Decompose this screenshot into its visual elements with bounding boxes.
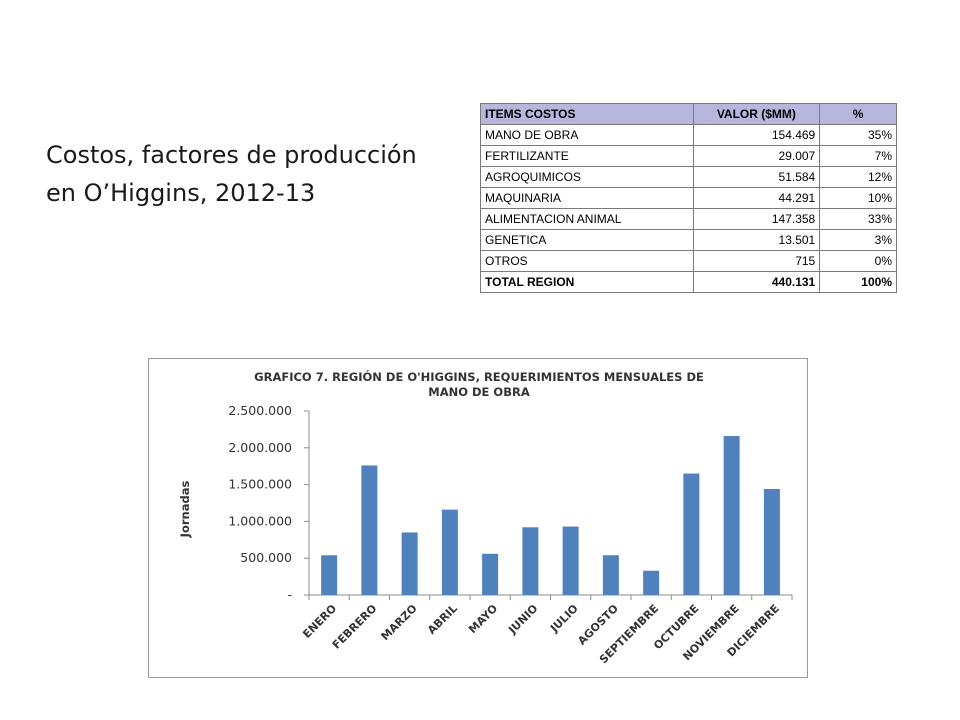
bar: [441, 509, 458, 595]
chart-title-line-1: GRAFICO 7. REGIÓN DE O'HIGGINS, REQUERIM…: [254, 369, 704, 384]
table-total-row: TOTAL REGION 440.131 100%: [480, 271, 897, 293]
total-valor: 440.131: [692, 271, 821, 293]
row-pct: 3%: [819, 229, 897, 251]
row-item: MAQUINARIA: [480, 187, 694, 209]
table-row: OTROS 715 0%: [480, 250, 897, 272]
x-tick-label: JULIO: [547, 602, 581, 636]
table-row: MANO DE OBRA 154.469 35%: [480, 124, 897, 146]
bar: [602, 555, 619, 595]
y-tick-label: 500.000: [240, 550, 292, 565]
bar: [643, 570, 660, 595]
bar: [522, 527, 539, 595]
x-tick-label: JUNIO: [505, 602, 540, 637]
bar: [321, 555, 338, 595]
row-valor: 44.291: [692, 187, 821, 209]
table-row: AGROQUIMICOS 51.584 12%: [480, 166, 897, 188]
slide-title: Costos, factores de producción en O’Higg…: [46, 136, 436, 212]
row-item: OTROS: [480, 250, 694, 272]
y-tick-label: 2.500.000: [228, 403, 292, 418]
row-pct: 10%: [819, 187, 897, 209]
table-row: ALIMENTACION ANIMAL 147.358 33%: [480, 208, 897, 230]
y-tick-label: 1.000.000: [228, 513, 292, 528]
table-row: GENETICA 13.501 3%: [480, 229, 897, 251]
header-items-costos: ITEMS COSTOS: [480, 103, 694, 125]
bar-chart: GRAFICO 7. REGIÓN DE O'HIGGINS, REQUERIM…: [178, 369, 793, 666]
y-axis-label: Jornadas: [178, 481, 192, 539]
bar: [361, 465, 378, 595]
bar: [763, 489, 780, 595]
total-item: TOTAL REGION: [480, 271, 694, 293]
chart-frame: GRAFICO 7. REGIÓN DE O'HIGGINS, REQUERIM…: [148, 358, 808, 678]
row-item: ALIMENTACION ANIMAL: [480, 208, 694, 230]
row-pct: 12%: [819, 166, 897, 188]
slide-title-line-1: Costos, factores de producción: [46, 141, 417, 169]
row-pct: 0%: [819, 250, 897, 272]
row-item: MANO DE OBRA: [480, 124, 694, 146]
row-pct: 33%: [819, 208, 897, 230]
row-valor: 51.584: [692, 166, 821, 188]
bar: [683, 473, 700, 595]
bar: [723, 436, 740, 595]
chart-title-line-2: MANO DE OBRA: [428, 385, 530, 399]
row-item: GENETICA: [480, 229, 694, 251]
table-row: MAQUINARIA 44.291 10%: [480, 187, 897, 209]
x-tick-label: ENERO: [300, 602, 339, 641]
bar: [562, 526, 579, 595]
row-valor: 147.358: [692, 208, 821, 230]
header-percent: %: [819, 103, 897, 125]
bar: [401, 532, 418, 595]
y-tick-label: 2.000.000: [228, 440, 292, 455]
cost-table: ITEMS COSTOS VALOR ($MM) % MANO DE OBRA …: [480, 103, 897, 293]
slide-title-line-2: en O’Higgins, 2012-13: [46, 179, 316, 207]
chart-plot-area: - 500.000 1.000.000 1.500.000 2.000.000 2.500…: [228, 403, 793, 666]
row-valor: 715: [692, 250, 821, 272]
bar: [482, 553, 499, 595]
total-pct: 100%: [819, 271, 897, 293]
x-tick-label: ABRIL: [425, 602, 460, 637]
row-item: FERTILIZANTE: [480, 145, 694, 167]
row-item: AGROQUIMICOS: [480, 166, 694, 188]
row-valor: 29.007: [692, 145, 821, 167]
row-pct: 7%: [819, 145, 897, 167]
y-tick-label: 1.500.000: [228, 477, 292, 492]
y-tick-label: -: [287, 587, 292, 602]
x-tick-label: MARZO: [379, 602, 420, 643]
x-tick-label: MAYO: [466, 602, 500, 636]
row-valor: 13.501: [692, 229, 821, 251]
cost-table-header-row: ITEMS COSTOS VALOR ($MM) %: [480, 103, 897, 125]
header-valor: VALOR ($MM): [692, 103, 821, 125]
row-pct: 35%: [819, 124, 897, 146]
table-row: FERTILIZANTE 29.007 7%: [480, 145, 897, 167]
row-valor: 154.469: [692, 124, 821, 146]
